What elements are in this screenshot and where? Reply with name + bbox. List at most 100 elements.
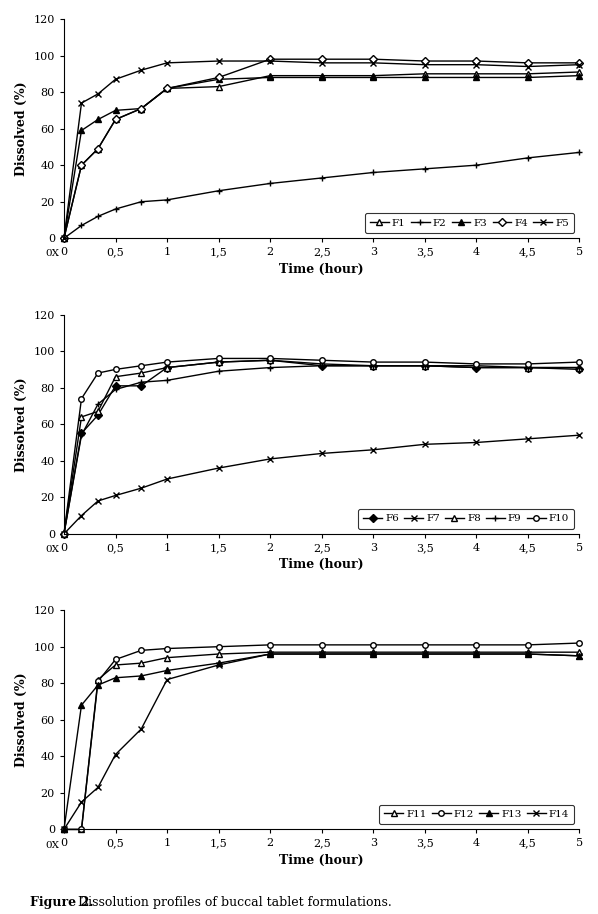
F12: [267, 640, 274, 651]
Line: F1: F1: [61, 69, 582, 241]
F6: [524, 362, 532, 373]
F4: [473, 56, 480, 67]
F7: [421, 439, 428, 450]
Text: Figure 2.: Figure 2.: [30, 897, 93, 909]
F9: [318, 360, 325, 371]
F1: [370, 70, 377, 81]
F9: [473, 362, 480, 373]
F13: [94, 680, 102, 691]
F12: [138, 645, 145, 656]
F14: [60, 824, 68, 834]
F13: [524, 649, 532, 660]
F11: [112, 660, 119, 671]
F6: [318, 360, 325, 371]
F10: [215, 353, 222, 364]
F6: [473, 362, 480, 373]
F14: [370, 649, 377, 660]
F3: [524, 72, 532, 83]
F12: [370, 640, 377, 651]
Line: F5: F5: [61, 58, 582, 241]
Line: F3: F3: [61, 73, 582, 241]
F3: [421, 72, 428, 83]
F12: [524, 640, 532, 651]
F1: [215, 81, 222, 92]
Line: F2: F2: [61, 150, 582, 241]
F13: [60, 824, 68, 834]
F5: [421, 59, 428, 70]
F5: [524, 61, 532, 72]
F10: [421, 356, 428, 367]
F4: [318, 54, 325, 65]
F8: [473, 360, 480, 371]
F14: [112, 749, 119, 760]
F8: [267, 355, 274, 366]
F1: [163, 83, 170, 94]
F1: [138, 103, 145, 114]
F11: [524, 647, 532, 658]
F9: [576, 362, 583, 373]
F4: [163, 83, 170, 94]
Line: F7: F7: [61, 432, 582, 537]
F2: [576, 147, 583, 158]
Line: F13: F13: [61, 652, 582, 833]
F11: [78, 824, 85, 834]
Text: Dissolution profiles of buccal tablet formulations.: Dissolution profiles of buccal tablet fo…: [74, 897, 391, 909]
F14: [94, 781, 102, 792]
Line: F8: F8: [61, 357, 582, 537]
F3: [163, 83, 170, 94]
F4: [112, 114, 119, 125]
F7: [215, 462, 222, 473]
F7: [94, 495, 102, 506]
F10: [138, 360, 145, 371]
F2: [112, 204, 119, 215]
F10: [78, 393, 85, 404]
F12: [60, 824, 68, 834]
Y-axis label: Dissolved (%): Dissolved (%): [15, 673, 28, 767]
F2: [473, 160, 480, 171]
F14: [78, 796, 85, 807]
F2: [215, 186, 222, 197]
F13: [421, 649, 428, 660]
F14: [473, 649, 480, 660]
F2: [318, 173, 325, 184]
F11: [138, 658, 145, 669]
F6: [112, 380, 119, 391]
X-axis label: Time (hour): Time (hour): [279, 263, 364, 276]
Line: F6: F6: [61, 357, 582, 537]
F14: [163, 675, 170, 686]
F2: [370, 167, 377, 178]
F12: [576, 638, 583, 649]
F2: [163, 195, 170, 206]
F7: [78, 510, 85, 521]
F4: [524, 58, 532, 69]
F3: [576, 70, 583, 81]
F10: [370, 356, 377, 367]
F4: [60, 233, 68, 244]
F4: [421, 56, 428, 67]
F8: [112, 371, 119, 382]
F12: [318, 640, 325, 651]
F12: [112, 654, 119, 665]
F7: [318, 448, 325, 459]
F4: [94, 143, 102, 154]
F3: [215, 74, 222, 85]
F1: [112, 114, 119, 125]
Y-axis label: Dissolved (%): Dissolved (%): [15, 377, 28, 472]
F8: [60, 528, 68, 539]
F3: [318, 72, 325, 83]
F8: [524, 362, 532, 373]
F11: [163, 653, 170, 664]
F11: [60, 824, 68, 834]
F4: [78, 160, 85, 171]
Line: F12: F12: [61, 641, 582, 833]
F6: [421, 360, 428, 371]
F6: [60, 528, 68, 539]
F1: [576, 67, 583, 78]
F10: [60, 528, 68, 539]
Line: F9: F9: [61, 363, 582, 537]
F9: [112, 384, 119, 395]
Line: F4: F4: [61, 57, 582, 241]
F14: [524, 649, 532, 660]
Y-axis label: Dissolved (%): Dissolved (%): [15, 81, 28, 176]
Text: 0X: 0X: [46, 250, 60, 259]
